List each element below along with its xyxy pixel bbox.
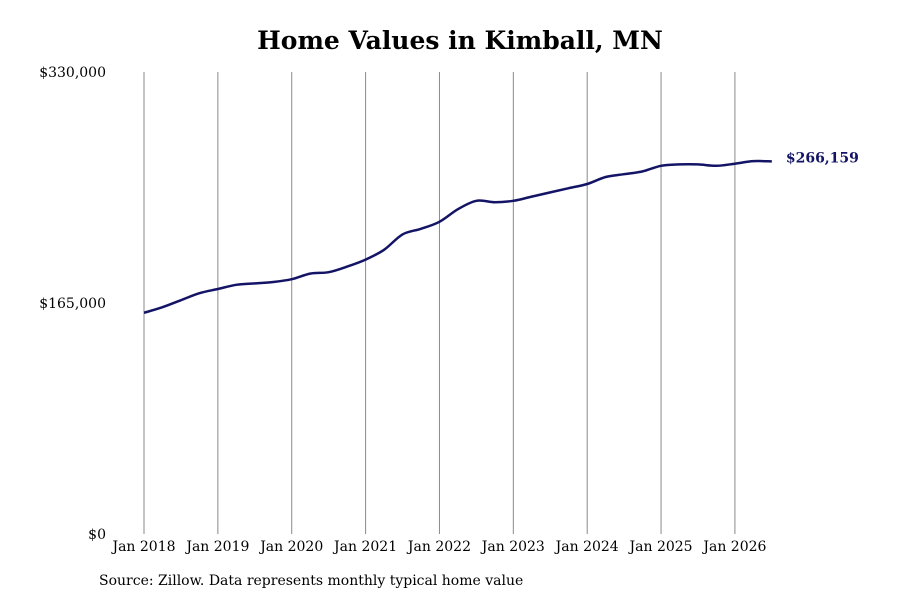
x-tick-label: Jan 2019 [184, 539, 249, 555]
y-tick-label: $330,000 [39, 65, 106, 81]
y-tick-label: $0 [88, 527, 106, 543]
x-tick-label: Jan 2018 [110, 539, 175, 555]
x-tick-label: Jan 2026 [701, 539, 766, 555]
end-value-label: $266,159 [786, 150, 859, 166]
x-tick-label: Jan 2020 [258, 539, 323, 555]
chart-title: Home Values in Kimball, MN [257, 26, 663, 55]
source-note: Source: Zillow. Data represents monthly … [99, 573, 524, 589]
x-tick-label: Jan 2022 [406, 539, 471, 555]
end-labels: $266,159 [786, 150, 859, 166]
x-tick-label: Jan 2023 [480, 539, 545, 555]
x-tick-label: Jan 2025 [628, 539, 693, 555]
y-tick-label: $165,000 [39, 296, 106, 312]
y-axis-ticks: $0 $165,000 $330,000 [39, 65, 106, 543]
x-axis-ticks: Jan 2018 Jan 2019 Jan 2020 Jan 2021 Jan 2022… [110, 539, 766, 555]
gridlines [143, 72, 736, 534]
x-tick-label: Jan 2024 [554, 539, 619, 555]
x-tick-label: Jan 2021 [332, 539, 397, 555]
series-layer [143, 159, 772, 314]
series-line-0 [143, 159, 772, 314]
